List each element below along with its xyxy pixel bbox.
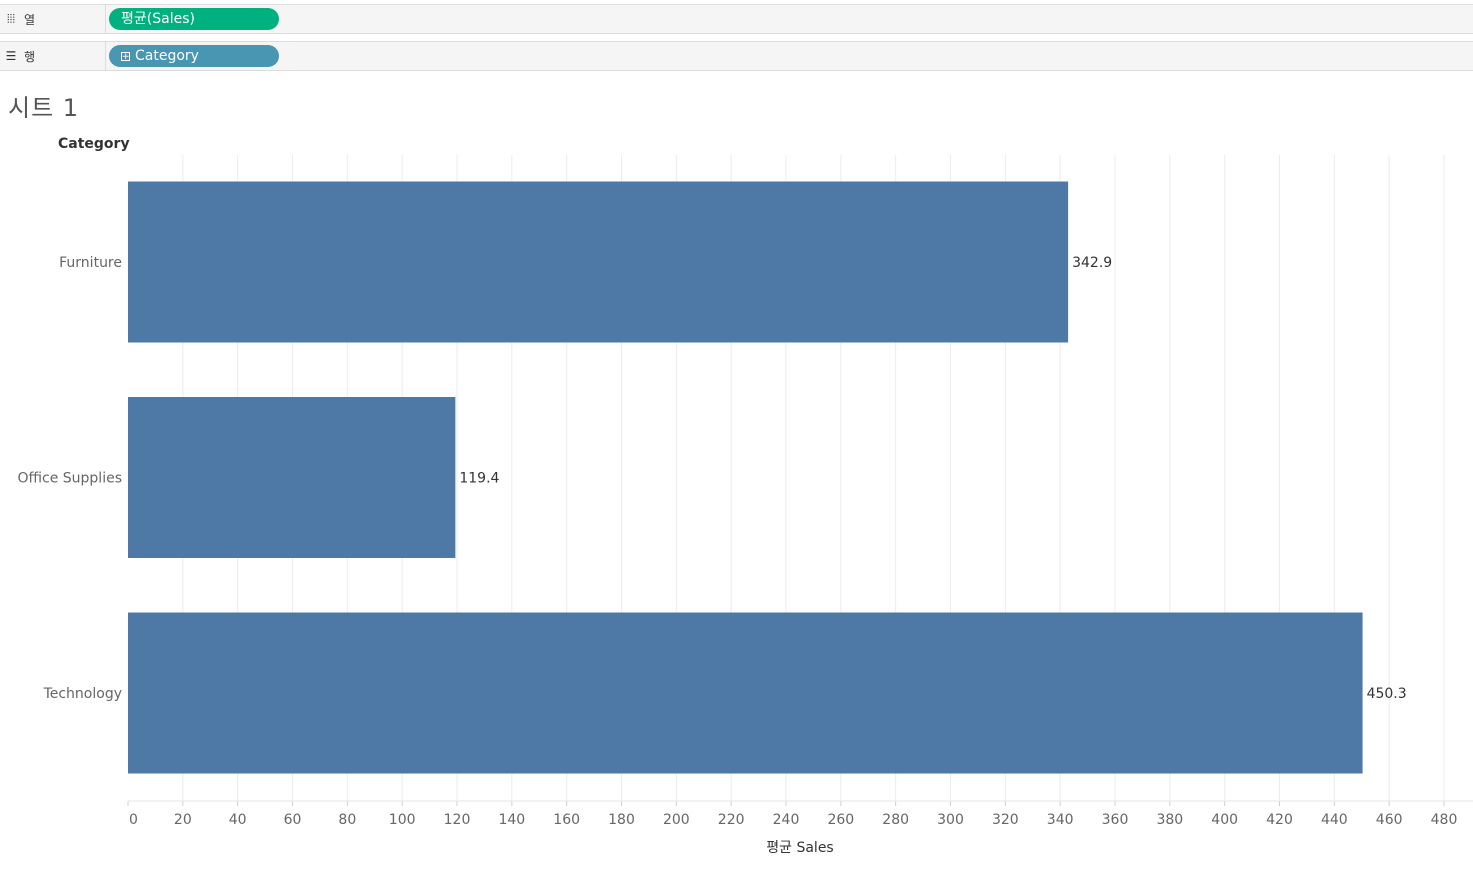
rows-shelf-label: ☰ 행 [0,42,106,70]
x-tick-label: 200 [663,812,690,828]
category-dimension-pill[interactable]: + Category [109,45,279,67]
value-label: 342.9 [1072,255,1112,271]
x-tick-label: 460 [1376,812,1403,828]
bars [128,181,1363,774]
x-tick-label: 120 [444,812,471,828]
sales-measure-pill[interactable]: 평균(Sales) [109,8,279,30]
columns-shelf: ⦙⦙⦙ 열 평균(Sales) [0,4,1473,34]
x-axis-title: 평균 Sales [766,840,833,856]
x-tick-label: 180 [608,812,635,828]
row-header-category: Category [58,136,130,152]
columns-icon: ⦙⦙⦙ [6,11,16,26]
x-tick-label: 360 [1102,812,1129,828]
columns-shelf-label: ⦙⦙⦙ 열 [0,5,106,33]
x-tick-label: 380 [1156,812,1183,828]
value-label: 119.4 [459,471,499,487]
x-tick-label: 220 [718,812,745,828]
x-tick-label: 260 [827,812,854,828]
x-axis: 0 20 40 60 80 100 120 140 160 180 200 220 240 260 280 3… [127,800,1473,828]
category-dimension-pill-label: Category [135,48,199,64]
x-tick-label: 300 [937,812,964,828]
category-label: Technology [43,686,122,702]
x-tick-label: 240 [773,812,800,828]
x-tick-label: 40 [229,812,247,828]
x-tick-label: 80 [338,812,356,828]
x-tick-label: 140 [498,812,525,828]
bar[interactable] [128,612,1363,774]
bar[interactable] [128,397,456,558]
x-tick-label: 280 [882,812,909,828]
value-label: 450.3 [1367,686,1407,702]
bar[interactable] [128,181,1069,343]
x-tick-label: 160 [553,812,580,828]
columns-shelf-text: 열 [24,12,36,27]
rows-shelf-text: 행 [24,49,36,64]
x-tick-label: 60 [284,812,302,828]
sales-measure-pill-label: 평균(Sales) [121,11,195,27]
category-label: Office Supplies [17,471,122,487]
category-label: Furniture [59,255,122,271]
x-tick-label: 320 [992,812,1019,828]
x-tick-label: 340 [1047,812,1074,828]
rows-icon: ☰ [5,49,17,63]
x-tick-label: 100 [389,812,416,828]
rows-shelf: ☰ 행 + Category [0,41,1473,71]
x-tick-label: 480 [1431,812,1458,828]
x-tick-label: 20 [174,812,192,828]
x-tick-label: 0 [129,812,138,828]
data-labels: Furniture 342.9 Office Supplies 119.4 Techno… [17,255,1406,702]
x-tick-label: 400 [1211,812,1238,828]
sheet-title: 시트 1 [8,94,80,122]
x-tick-label: 420 [1266,812,1293,828]
x-tick-label: 440 [1321,812,1348,828]
expand-plus-icon[interactable]: + [121,52,130,62]
